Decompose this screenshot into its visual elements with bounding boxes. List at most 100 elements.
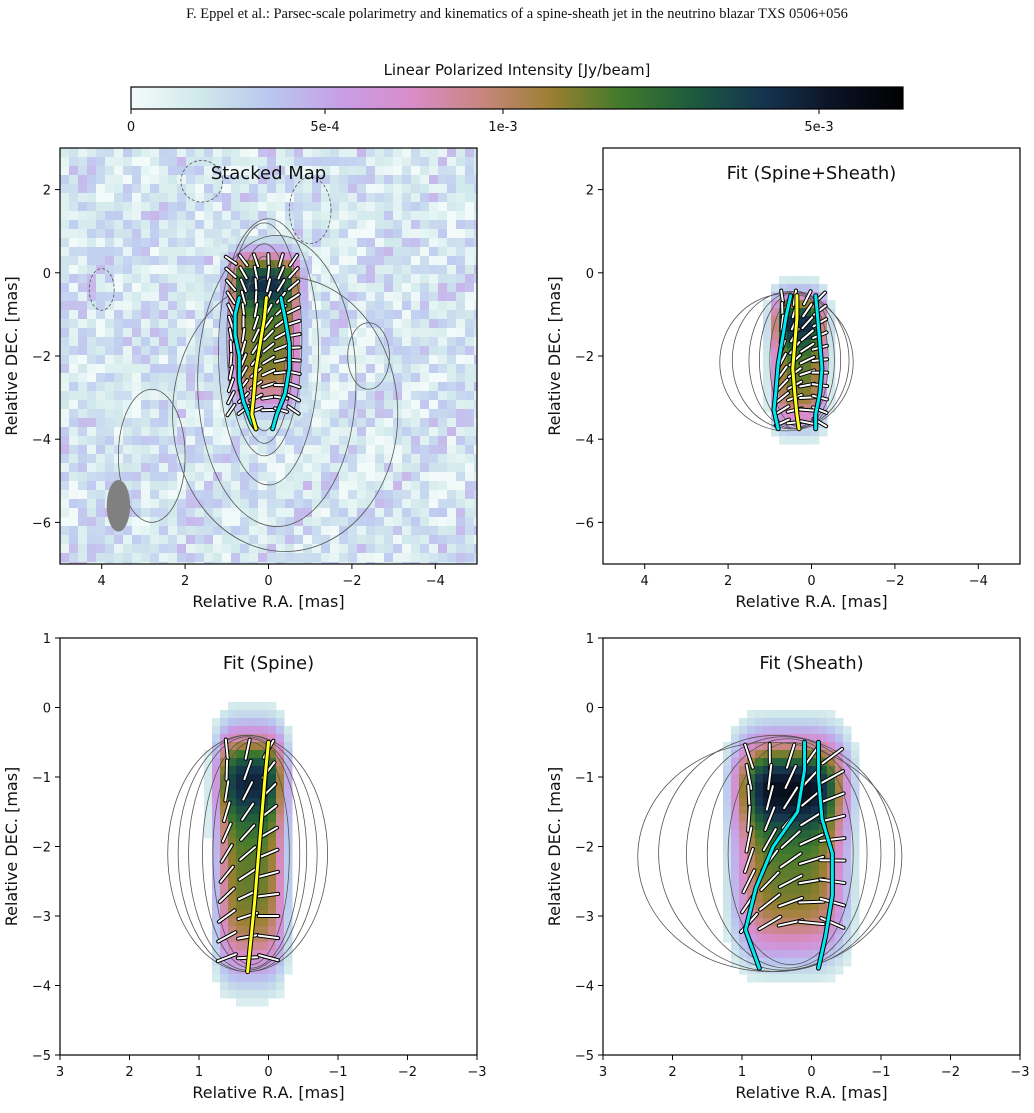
noise-pixel bbox=[366, 166, 375, 175]
noise-pixel bbox=[186, 238, 195, 247]
x-axis-label: Relative R.A. [mas] bbox=[735, 592, 887, 611]
noise-pixel bbox=[186, 508, 195, 517]
emission-pixel bbox=[811, 710, 820, 719]
noise-pixel bbox=[330, 454, 339, 463]
noise-pixel bbox=[186, 445, 195, 454]
noise-pixel bbox=[168, 373, 177, 382]
noise-pixel bbox=[213, 526, 222, 535]
y-tick-label: 0 bbox=[586, 702, 594, 717]
noise-pixel bbox=[339, 445, 348, 454]
noise-pixel bbox=[474, 436, 477, 445]
noise-pixel bbox=[447, 247, 456, 256]
emission-pixel bbox=[228, 252, 237, 261]
noise-pixel bbox=[447, 499, 456, 508]
noise-pixel bbox=[159, 364, 168, 373]
noise-pixel bbox=[393, 238, 402, 247]
noise-pixel bbox=[168, 229, 177, 238]
emission-pixel bbox=[268, 798, 277, 807]
noise-pixel bbox=[357, 364, 366, 373]
noise-pixel bbox=[330, 517, 339, 526]
emission-pixel bbox=[236, 798, 245, 807]
y-tick-label: 0 bbox=[43, 702, 51, 717]
noise-pixel bbox=[231, 463, 240, 472]
noise-pixel bbox=[375, 391, 384, 400]
noise-pixel bbox=[339, 472, 348, 481]
noise-pixel bbox=[339, 427, 348, 436]
evpa-tick bbox=[273, 370, 289, 375]
noise-pixel bbox=[339, 211, 348, 220]
emission-pixel bbox=[763, 910, 772, 919]
emission-pixel bbox=[835, 926, 844, 935]
noise-pixel bbox=[87, 553, 96, 562]
noise-pixel bbox=[123, 364, 132, 373]
emission-pixel bbox=[731, 734, 740, 743]
noise-pixel bbox=[141, 229, 150, 238]
noise-pixel bbox=[213, 337, 222, 346]
noise-pixel bbox=[303, 238, 312, 247]
emission-pixel bbox=[276, 734, 285, 743]
noise-pixel bbox=[150, 535, 159, 544]
emission-pixel bbox=[731, 958, 740, 967]
noise-pixel bbox=[96, 202, 105, 211]
noise-pixel bbox=[60, 301, 69, 310]
noise-pixel bbox=[402, 265, 411, 274]
noise-pixel bbox=[384, 445, 393, 454]
noise-pixel bbox=[195, 445, 204, 454]
noise-pixel bbox=[348, 364, 357, 373]
emission-pixel bbox=[779, 276, 788, 285]
evpa-tick bbox=[780, 830, 801, 849]
emission-pixel bbox=[268, 308, 277, 317]
noise-pixel bbox=[294, 418, 303, 427]
emission-pixel bbox=[747, 798, 756, 807]
emission-pixel bbox=[204, 806, 213, 815]
noise-pixel bbox=[114, 337, 123, 346]
noise-pixel bbox=[429, 301, 438, 310]
emission-pixel bbox=[771, 284, 780, 293]
noise-pixel bbox=[357, 337, 366, 346]
evpa-tick bbox=[799, 408, 816, 412]
noise-pixel bbox=[420, 535, 429, 544]
emission-pixel bbox=[835, 798, 844, 807]
noise-pixel bbox=[105, 391, 114, 400]
noise-pixel bbox=[267, 202, 276, 211]
emission-pixel bbox=[244, 982, 253, 991]
emission-pixel bbox=[731, 750, 740, 759]
emission-pixel bbox=[795, 718, 804, 727]
noise-pixel bbox=[60, 310, 69, 319]
noise-pixel bbox=[339, 436, 348, 445]
emission-pixel bbox=[795, 822, 804, 831]
emission-pixel bbox=[835, 750, 844, 759]
noise-pixel bbox=[303, 202, 312, 211]
noise-pixel bbox=[438, 211, 447, 220]
noise-pixel bbox=[474, 202, 477, 211]
emission-pixel bbox=[851, 886, 860, 895]
evpa-tick bbox=[760, 871, 780, 891]
noise-pixel bbox=[132, 328, 141, 337]
noise-pixel bbox=[96, 229, 105, 238]
emission-pixel bbox=[731, 878, 740, 887]
emission-pixel bbox=[795, 774, 804, 783]
emission-pixel bbox=[787, 902, 796, 911]
emission-pixel bbox=[811, 758, 820, 767]
emission-pixel bbox=[811, 902, 820, 911]
noise-pixel bbox=[321, 346, 330, 355]
noise-pixel bbox=[330, 193, 339, 202]
noise-pixel bbox=[177, 364, 186, 373]
noise-pixel bbox=[195, 544, 204, 553]
emission-pixel bbox=[204, 814, 213, 823]
noise-pixel bbox=[213, 391, 222, 400]
emission-pixel bbox=[835, 934, 844, 943]
noise-pixel bbox=[438, 499, 447, 508]
noise-pixel bbox=[96, 355, 105, 364]
noise-pixel bbox=[321, 148, 330, 157]
emission-pixel bbox=[827, 404, 836, 413]
noise-pixel bbox=[150, 193, 159, 202]
emission-pixel bbox=[268, 894, 277, 903]
noise-pixel bbox=[411, 301, 420, 310]
noise-pixel bbox=[321, 265, 330, 274]
noise-pixel bbox=[375, 499, 384, 508]
noise-pixel bbox=[447, 526, 456, 535]
noise-pixel bbox=[60, 265, 69, 274]
noise-pixel bbox=[267, 553, 276, 562]
noise-pixel bbox=[447, 355, 456, 364]
